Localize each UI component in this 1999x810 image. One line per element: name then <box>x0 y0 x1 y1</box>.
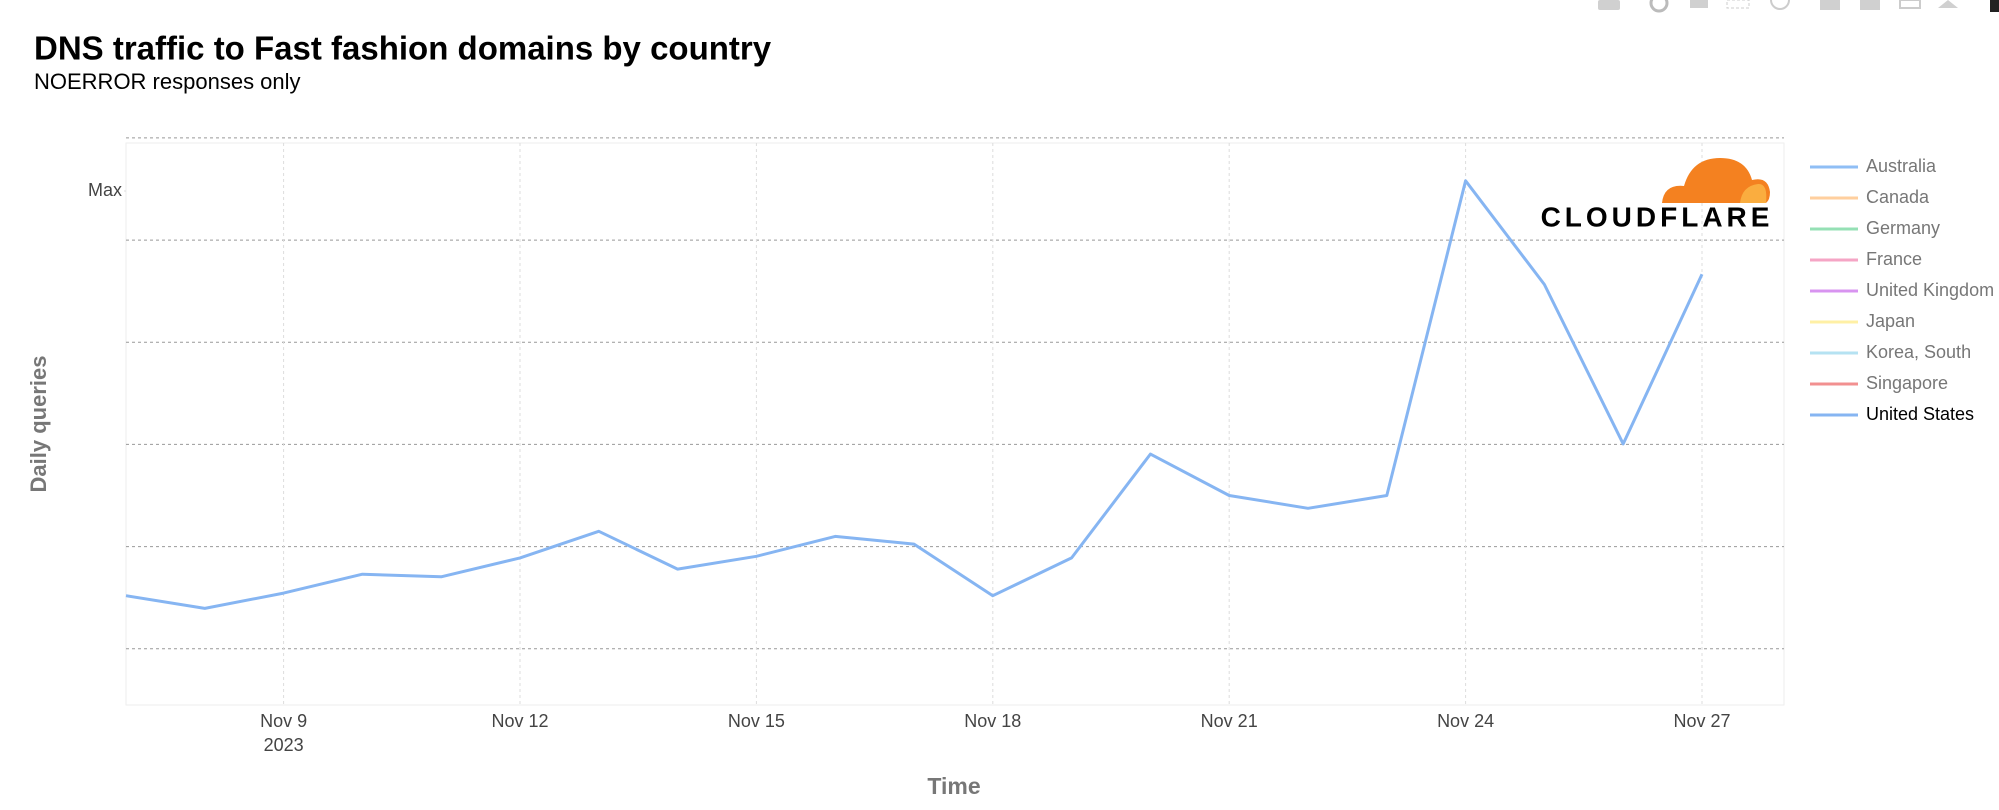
plot-area <box>125 142 1785 706</box>
legend-label: Canada <box>1866 187 1930 207</box>
x-year-label: 2023 <box>264 735 304 755</box>
chart-title: DNS traffic to Fast fashion domains by c… <box>34 30 772 67</box>
x-axis-title: Time <box>927 773 980 799</box>
x-tick-label: Nov 15 <box>728 711 785 731</box>
legend-label: United States <box>1866 404 1974 424</box>
x-tick-label: Nov 18 <box>964 711 1021 731</box>
x-tick-label: Nov 21 <box>1201 711 1258 731</box>
legend-label: France <box>1866 249 1922 269</box>
legend-label: Singapore <box>1866 373 1948 393</box>
y-tick-label: Max <box>88 180 122 200</box>
toolbar[interactable] <box>1598 0 1999 13</box>
x-tick-label: Nov 12 <box>491 711 548 731</box>
chart-subtitle: NOERROR responses only <box>34 69 301 94</box>
legend-label: Australia <box>1866 156 1937 176</box>
x-tick-label: Nov 24 <box>1437 711 1494 731</box>
legend-label: United Kingdom <box>1866 280 1994 300</box>
legend-label: Germany <box>1866 218 1940 238</box>
logo: CLOUDFLARE <box>1541 158 1774 232</box>
logo-text: CLOUDFLARE <box>1541 201 1774 232</box>
legend-label: Korea, South <box>1866 342 1971 362</box>
legend-label: Japan <box>1866 311 1915 331</box>
x-tick-label: Nov 27 <box>1673 711 1730 731</box>
y-axis-title: Daily queries <box>26 356 51 493</box>
series-line <box>125 179 1704 610</box>
x-tick-label: Nov 9 <box>260 711 307 731</box>
